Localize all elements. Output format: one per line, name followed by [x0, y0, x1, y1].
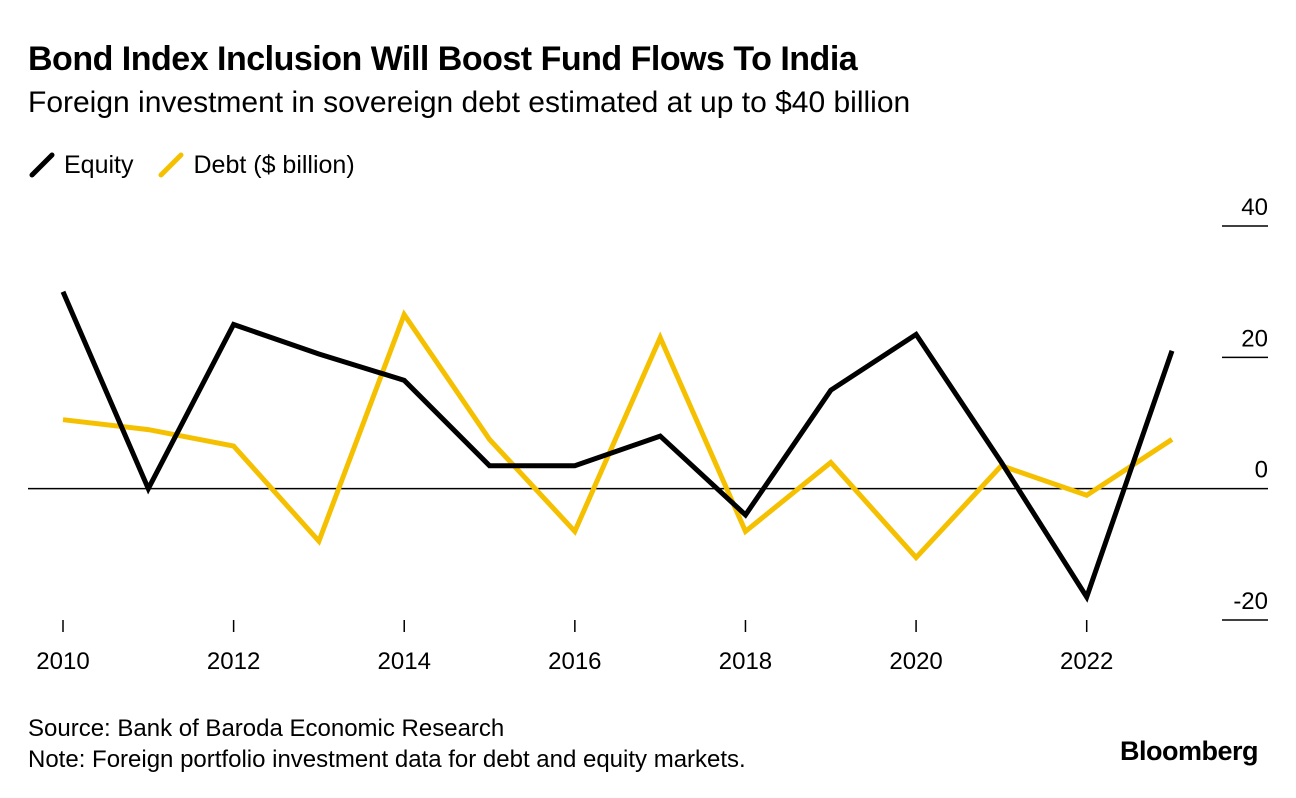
legend-swatch-equity	[29, 152, 55, 178]
y-tick-label: 0	[1255, 457, 1268, 484]
x-tick-label: 2018	[719, 648, 772, 675]
bloomberg-logo: Bloomberg	[1119, 736, 1259, 766]
legend-label-equity: Equity	[64, 150, 134, 179]
x-tick-label: 2022	[1060, 648, 1113, 675]
x-tick-label: 2010	[36, 648, 89, 675]
legend-swatch-debt	[158, 152, 184, 178]
series-line-debt	[62, 309, 1174, 562]
y-tick-label: -20	[1233, 588, 1268, 615]
data-note: Note: Foreign portfolio investment data …	[28, 746, 746, 773]
x-tick-label: 2016	[548, 648, 601, 675]
legend-item-equity: Equity	[28, 151, 133, 180]
series-line-equity	[60, 290, 1175, 603]
y-tick-label: 40	[1241, 194, 1268, 221]
source-note: Source: Bank of Baroda Economic Research	[28, 715, 505, 742]
chart-legend: Equity Debt ($ billion)	[28, 148, 379, 182]
legend-label-debt: Debt ($ billion)	[193, 150, 355, 179]
chart-subtitle: Foreign investment in sovereign debt est…	[28, 86, 911, 119]
x-tick-label: 2020	[889, 648, 942, 675]
chart-footer: Source: Bank of Baroda Economic Research…	[28, 713, 746, 775]
y-tick-label: 20	[1241, 325, 1268, 352]
x-tick-label: 2012	[207, 648, 260, 675]
x-tick-label: 2014	[378, 648, 431, 675]
legend-item-debt: Debt ($ billion)	[157, 150, 355, 180]
chart-title: Bond Index Inclusion Will Boost Fund Flo…	[28, 40, 858, 78]
